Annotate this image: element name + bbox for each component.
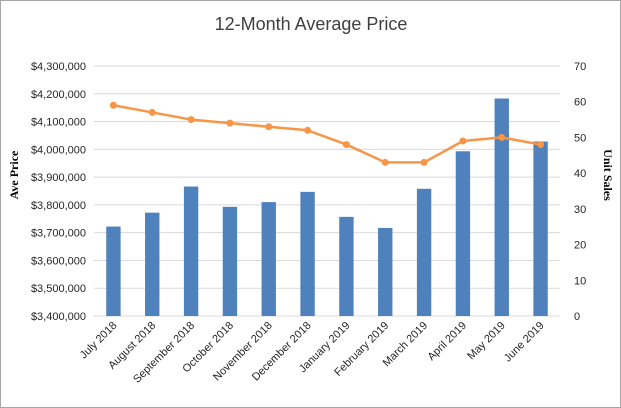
y-tick-label-right: 20 — [574, 240, 586, 252]
bar — [183, 186, 199, 316]
y-tick-label-left: $4,200,000 — [31, 89, 86, 101]
line-point — [148, 108, 156, 116]
y-tick-label-left: $3,400,000 — [31, 311, 86, 323]
chart-title: 12-Month Average Price — [215, 14, 408, 34]
line-point — [226, 119, 234, 127]
line-point — [537, 141, 545, 149]
line-point — [342, 141, 350, 149]
y-tick-label-left: $4,300,000 — [31, 61, 86, 73]
line-point — [265, 123, 273, 131]
x-tick-label: June 2019 — [502, 320, 547, 365]
bar — [533, 141, 548, 316]
left-axis-ticks: $3,400,000 $3,500,000 $3,600,000 $3,700,000… — [31, 61, 86, 323]
bar — [339, 216, 354, 316]
y-tick-label-right: 70 — [574, 61, 586, 73]
bar — [378, 227, 393, 316]
y-tick-label-right: 60 — [574, 97, 586, 109]
y-tick-label-right: 40 — [574, 168, 586, 180]
line-point — [381, 158, 389, 166]
bar — [145, 212, 160, 316]
y-tick-label-right: 10 — [574, 275, 586, 287]
y-tick-label-right: 30 — [574, 204, 586, 216]
y-tick-label-left: $3,600,000 — [31, 255, 86, 267]
line-point — [304, 126, 312, 134]
y-tick-label-right: 0 — [574, 311, 580, 323]
bar — [222, 206, 238, 316]
y-tick-label-left: $3,900,000 — [31, 172, 86, 184]
bar-series — [106, 98, 548, 316]
y-tick-label-left: $3,700,000 — [31, 228, 86, 240]
unit-sales-line — [113, 104, 541, 164]
x-tick-label: April 2019 — [426, 320, 470, 364]
bar — [300, 191, 315, 316]
bar — [494, 98, 509, 316]
bar — [416, 188, 432, 316]
y-tick-label-left: $3,800,000 — [31, 200, 86, 212]
y-axis-title-right: Unit Sales — [601, 149, 615, 201]
line-point — [109, 101, 117, 109]
line-point — [420, 158, 428, 166]
bar — [455, 151, 471, 316]
right-axis-ticks: 0 10 20 30 40 50 60 70 — [574, 61, 586, 323]
y-tick-label-left: $4,100,000 — [31, 117, 86, 129]
line-point — [187, 116, 195, 124]
line-series — [109, 101, 545, 166]
line-point — [459, 137, 467, 145]
bar — [261, 202, 276, 316]
bar — [106, 226, 121, 316]
y-tick-label-left: $3,500,000 — [31, 283, 86, 295]
gridlines — [94, 65, 560, 317]
y-axis-title-left: Ave Price — [7, 150, 21, 199]
line-point — [498, 133, 506, 141]
y-tick-label-right: 50 — [574, 132, 586, 144]
y-tick-label-left: $4,000,000 — [31, 144, 86, 156]
